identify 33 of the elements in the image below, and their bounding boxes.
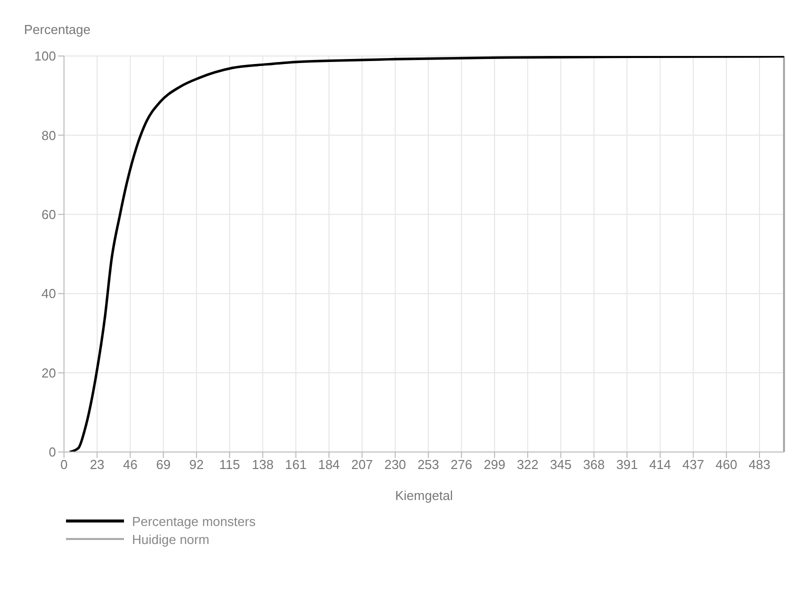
line-series bbox=[68, 56, 784, 452]
x-tick-label: 184 bbox=[318, 457, 340, 472]
y-tick-label: 0 bbox=[48, 444, 56, 460]
x-tick-label: 0 bbox=[60, 457, 68, 472]
x-tick-label: 23 bbox=[90, 457, 104, 472]
x-tick-label: 460 bbox=[716, 457, 738, 472]
x-tick-label: 230 bbox=[384, 457, 406, 472]
y-tick-label: 80 bbox=[42, 128, 56, 143]
x-tick-label: 322 bbox=[516, 457, 539, 472]
x-tick-label: 299 bbox=[484, 457, 506, 472]
x-tick-label: 69 bbox=[156, 457, 171, 472]
x-tick-label: 253 bbox=[417, 457, 440, 472]
x-tick-label: 483 bbox=[748, 457, 770, 472]
x-tick-label: 345 bbox=[550, 457, 572, 472]
x-tick-label: 92 bbox=[189, 457, 204, 472]
x-tick-label: 437 bbox=[682, 457, 704, 472]
legend-label: Huidige norm bbox=[132, 532, 210, 546]
x-tick-label: 414 bbox=[649, 457, 672, 472]
x-tick-label: 368 bbox=[583, 457, 605, 472]
y-tick-label: 60 bbox=[42, 207, 56, 222]
x-tick-label: 138 bbox=[252, 457, 274, 472]
x-tick-label: 276 bbox=[450, 457, 472, 472]
legend-label: Percentage monsters bbox=[132, 514, 256, 528]
x-tick-label: 207 bbox=[351, 457, 373, 472]
y-tick-label: 100 bbox=[34, 48, 56, 64]
y-tick-label: 20 bbox=[42, 365, 56, 380]
x-tick-label: 391 bbox=[616, 457, 638, 472]
x-axis-title: Kiemgetal bbox=[395, 488, 454, 503]
y-tick-label: 40 bbox=[42, 286, 56, 302]
x-tick-label: 46 bbox=[123, 457, 138, 472]
x-tick-label: 161 bbox=[284, 457, 307, 472]
y-axis-title: Percentage bbox=[24, 22, 92, 39]
x-tick-label: 115 bbox=[219, 457, 240, 472]
